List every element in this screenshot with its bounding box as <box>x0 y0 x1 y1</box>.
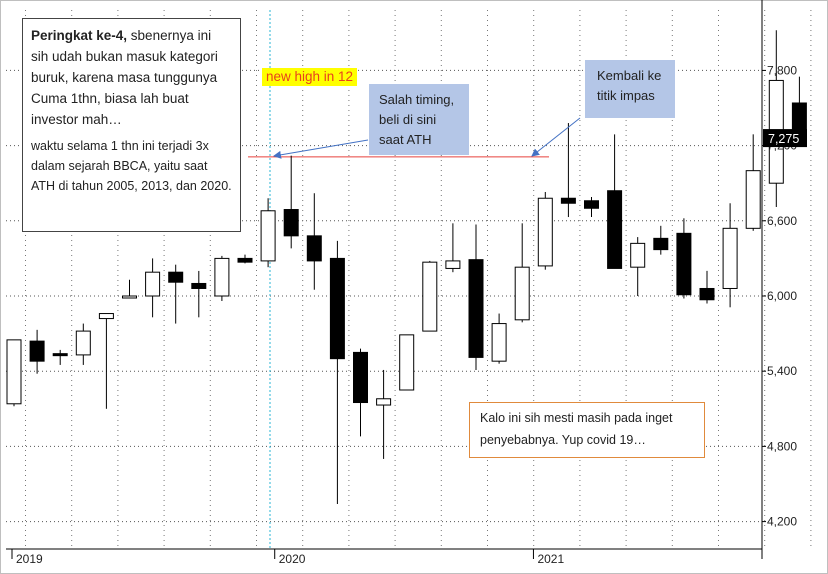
candle-body-down <box>653 237 669 251</box>
candle-body-down <box>699 287 715 301</box>
annotation-main: Peringkat ke-4, sbenernya ini sih udah b… <box>22 18 241 232</box>
candle-body-up <box>745 170 761 229</box>
candle-body-down <box>237 257 253 263</box>
arrow-to-breakeven-candle <box>531 117 581 157</box>
y-tick-label: 6,600 <box>767 214 797 228</box>
candle-body-up <box>260 210 276 262</box>
annotation-main-title: Peringkat ke-4, <box>31 28 128 43</box>
y-tick-label: 4,200 <box>767 515 797 529</box>
candle-body-down <box>329 257 345 360</box>
candle-body-up <box>445 260 461 269</box>
arrow-layer <box>273 117 581 159</box>
candle-body-up <box>6 339 22 405</box>
candle-body-down <box>191 282 207 289</box>
y-tick-label: 6,000 <box>767 289 797 303</box>
candle-body-up <box>376 398 392 406</box>
candle-body-up <box>722 227 738 289</box>
candle-body-down <box>468 259 484 358</box>
x-tick-label: 2021 <box>537 552 564 566</box>
annotation-new-high: new high in 12 <box>262 68 358 86</box>
candle-body-up <box>491 323 507 362</box>
y-tick-label: 7,800 <box>767 63 797 77</box>
candle-body-down <box>52 353 68 357</box>
y-tick-label: 4,800 <box>767 439 797 453</box>
candle-body-down <box>306 235 322 262</box>
axis-layer: 4,2004,8005,4006,0006,6007,2007,80020192… <box>6 0 807 566</box>
grid-layer <box>6 10 812 549</box>
candle-body-down <box>584 200 599 209</box>
candle-body-up <box>537 197 553 267</box>
annotation-salah-timing: Salah timing, beli di sini saat ATH <box>369 84 469 155</box>
candle-body-up <box>75 330 91 356</box>
candle-layer <box>6 30 807 505</box>
y-tick-label: 5,400 <box>767 364 797 378</box>
last-price-badge <box>763 129 807 148</box>
candle-body-down <box>283 209 299 237</box>
annotation-covid: Kalo ini sih mesti masih pada inget peny… <box>469 402 705 458</box>
arrow-to-ath-candle <box>273 139 369 159</box>
candle-body-up <box>98 313 114 320</box>
x-tick-label: 2019 <box>16 552 43 566</box>
candle-body-up <box>630 242 646 268</box>
candle-body-down <box>607 190 623 269</box>
annotation-main-body: sbenernya ini sih udah bukan masuk kateg… <box>31 28 218 127</box>
annotation-kembali-impas: Kembali ke titik impas <box>585 60 675 118</box>
last-price-label: 7,275 <box>768 132 799 146</box>
candle-body-down <box>168 271 184 283</box>
candle-body-up <box>399 334 415 391</box>
candle-body-up <box>122 295 137 299</box>
candle-body-down <box>353 351 368 404</box>
candle-body-up <box>422 261 438 332</box>
candle-body-down <box>29 340 45 362</box>
annotation-main-detail: waktu selama 1 thn ini terjadi 3x dalam … <box>31 139 232 193</box>
candle-body-up <box>145 271 161 297</box>
candle-body-down <box>560 197 576 204</box>
candle-body-down <box>676 232 692 296</box>
candle-body-up <box>514 266 530 321</box>
x-tick-label: 2020 <box>279 552 306 566</box>
candle-body-up <box>214 257 230 297</box>
